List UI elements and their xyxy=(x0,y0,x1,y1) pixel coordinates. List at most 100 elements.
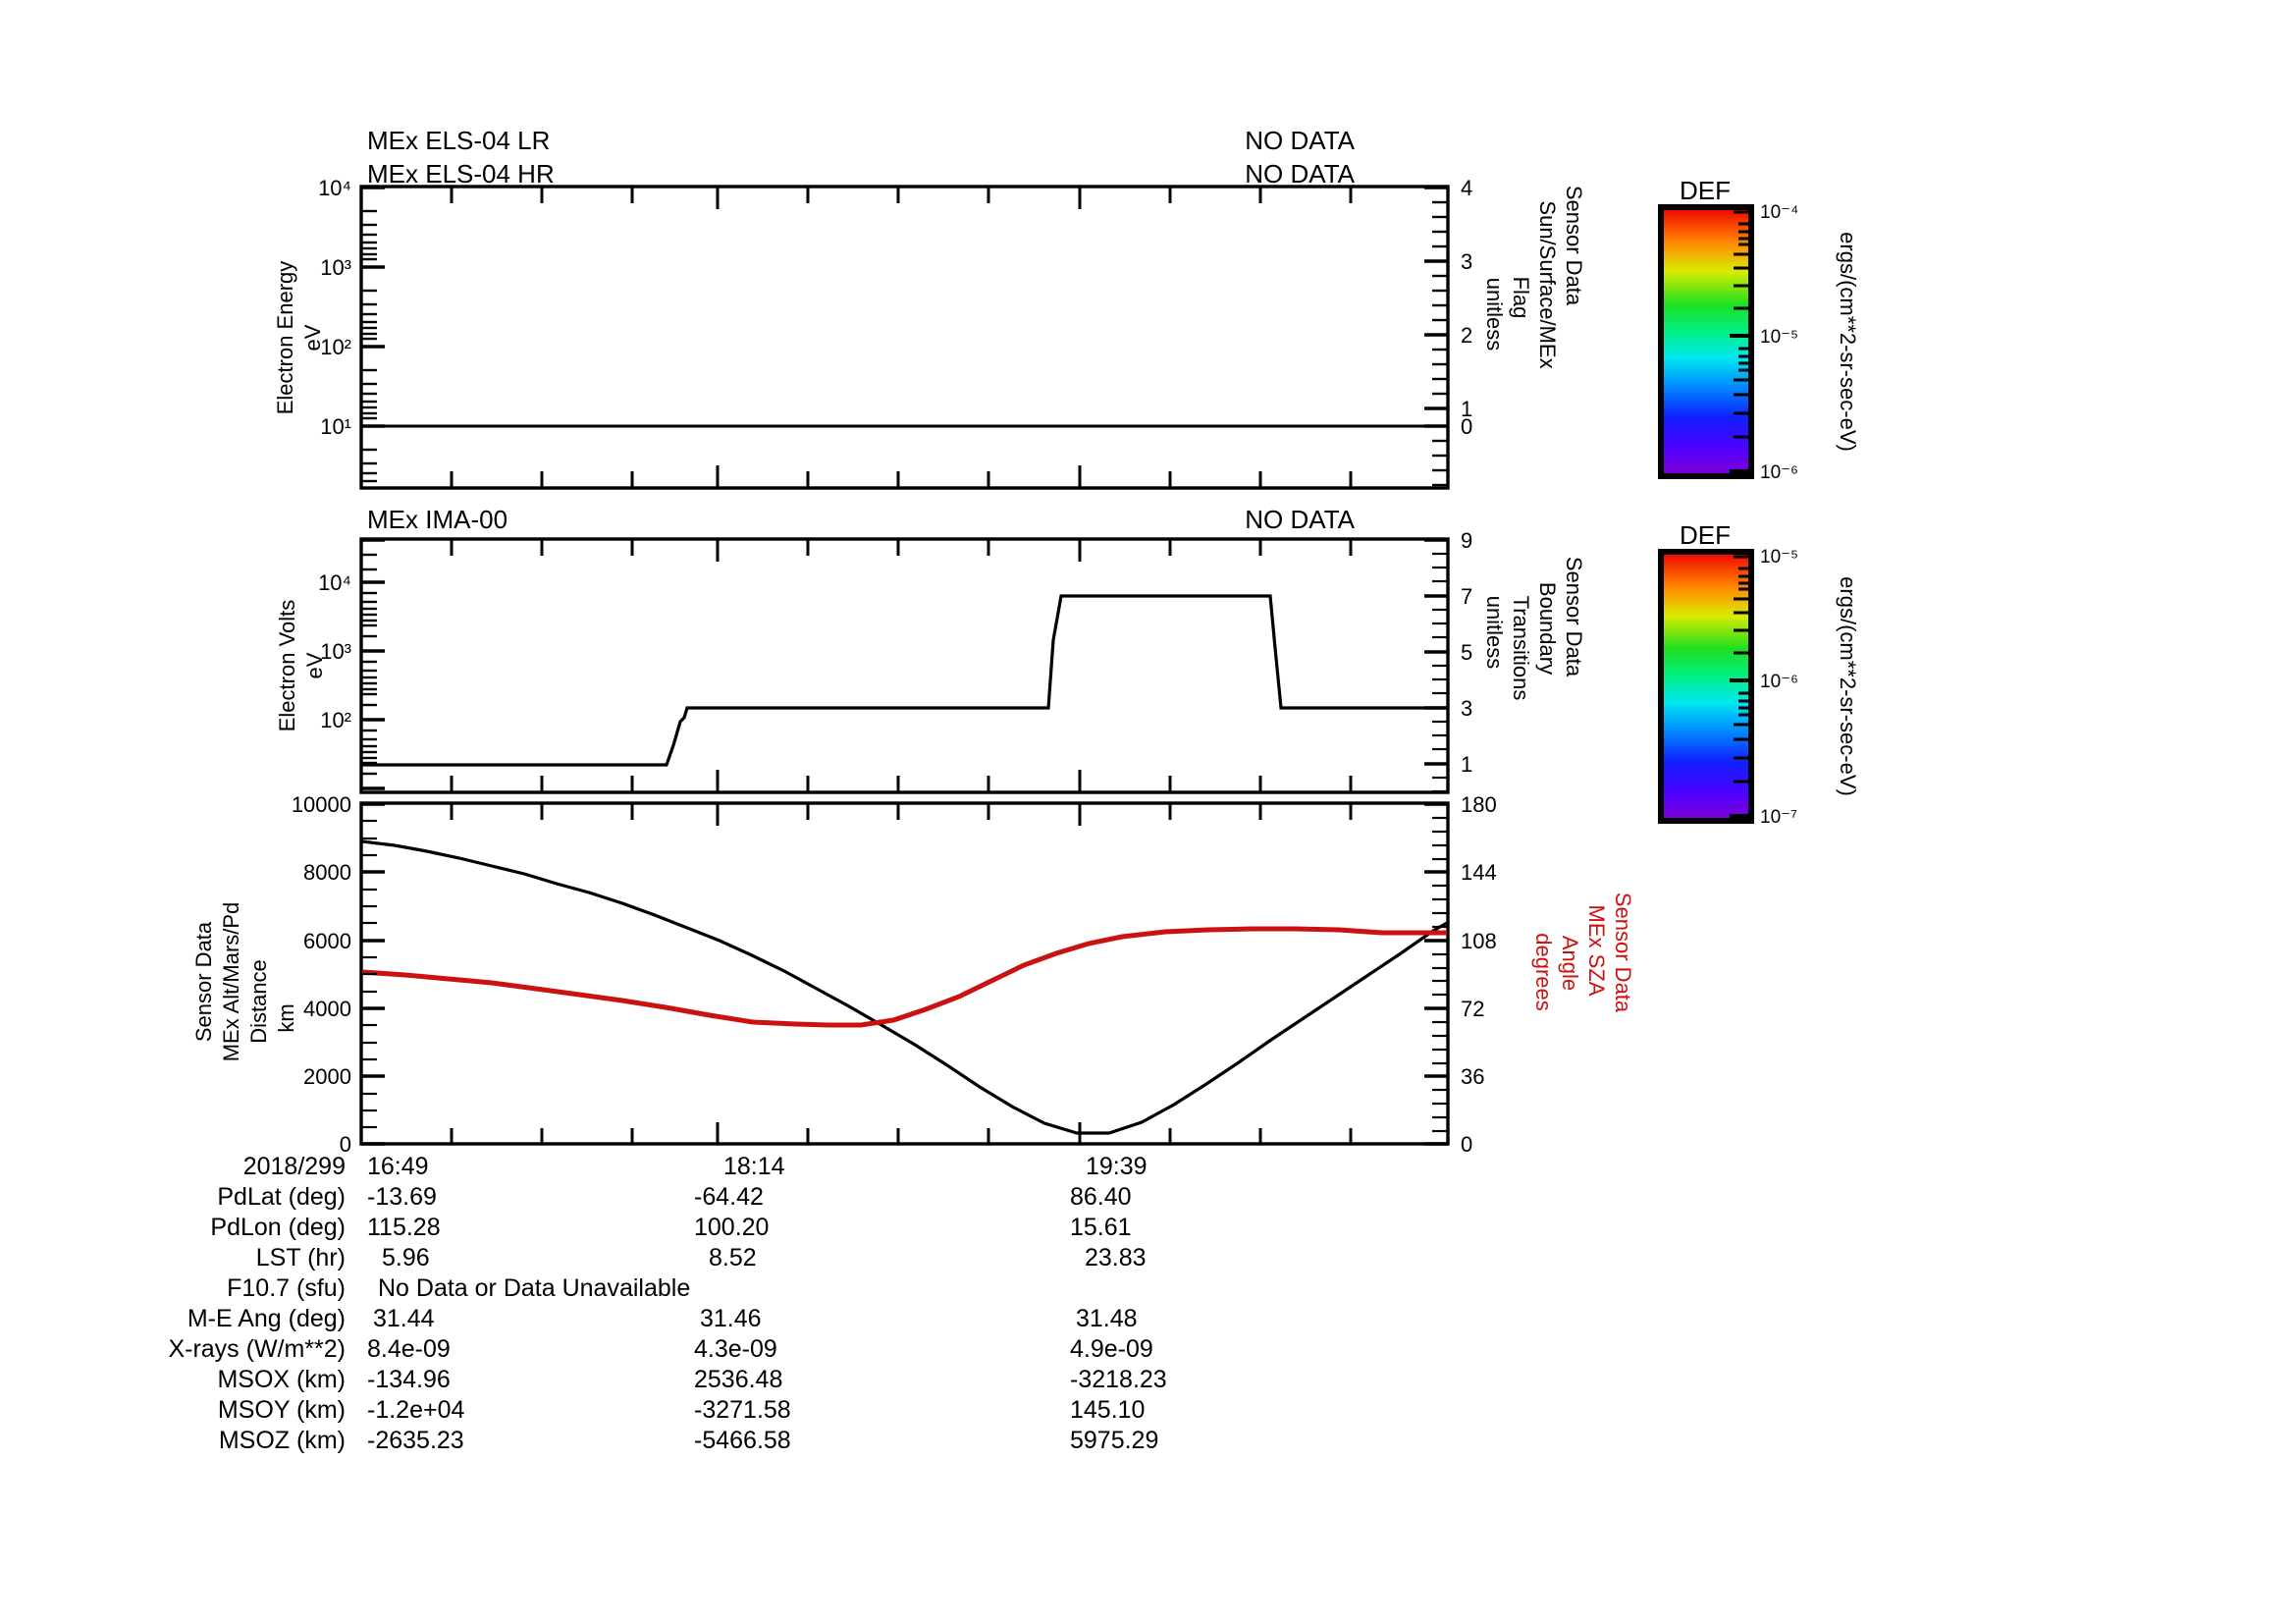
info-cell-col1: 8.4e-09 xyxy=(367,1335,451,1363)
panel-sza-right-axis-title: Sensor Data MEx SZA Angle degrees xyxy=(1531,893,1635,1013)
panel-ima-frame xyxy=(359,537,1450,794)
panel-ima-left-ticks xyxy=(361,538,385,790)
info-cell-col1: -134.96 xyxy=(367,1366,451,1393)
colorbar-ima: DEF 10⁻⁵ 10⁻⁶ 10⁻⁷ ergs/(cm**2-sr-se xyxy=(1658,520,1860,828)
panel-els-right-title-3: unitless xyxy=(1482,278,1507,352)
table-row: PdLon (deg) 115.28 100.20 15.61 xyxy=(210,1214,1131,1241)
colorbar-ima-title: DEF xyxy=(1680,520,1731,550)
info-table: 2018/299 PdLat (deg) -13.69 -64.42 86.40… xyxy=(168,1153,1166,1454)
panel-els-left-ticks xyxy=(361,186,385,483)
xaxis-time-labels: 16:49 18:14 19:39 xyxy=(367,1153,1148,1180)
info-cell-col1: -13.69 xyxy=(367,1183,437,1211)
colorbar-ima-tick-mid: 10⁻⁶ xyxy=(1760,672,1798,692)
panel-alt-left-ticks xyxy=(361,802,385,1146)
colorbar-els-tick-top: 10⁻⁴ xyxy=(1760,202,1798,223)
panel-ima-right-title-0: Sensor Data xyxy=(1562,557,1586,677)
info-cell-col3: -3218.23 xyxy=(1070,1366,1167,1393)
table-row: LST (hr) 5.96 8.52 23.83 xyxy=(256,1244,1147,1271)
panel-ima-right-axis-title: Sensor Data Boundary Transitions unitles… xyxy=(1482,557,1586,701)
panel-alt-left-tick-3: 4000 xyxy=(303,997,351,1021)
info-cell-col2: 8.52 xyxy=(709,1244,757,1271)
colorbar-els-title: DEF xyxy=(1680,176,1731,205)
info-row-label: X-rays (W/m**2) xyxy=(168,1335,346,1363)
info-row-label: PdLon (deg) xyxy=(210,1214,346,1241)
info-row-label: PdLat (deg) xyxy=(217,1183,346,1211)
info-row-label: MSOY (km) xyxy=(218,1396,346,1424)
panel-ima-header-right-0: NO DATA xyxy=(1245,505,1355,534)
colorbar-ima-tick-top: 10⁻⁵ xyxy=(1760,547,1798,568)
panel-els-right-axis-title: Sensor Data Sun/Surface/MEx Flag unitles… xyxy=(1482,186,1586,369)
colorbar-els-ticks xyxy=(1730,210,1748,473)
table-row: X-rays (W/m**2) 8.4e-09 4.3e-09 4.9e-09 xyxy=(168,1335,1152,1363)
info-row-label: 2018/299 xyxy=(243,1153,346,1180)
panel-sza-right-ticks xyxy=(1424,802,1448,1146)
panel-alt-x-ticks xyxy=(450,804,1353,1144)
panel-ima-right-ticks xyxy=(1424,538,1448,793)
panel-els-right-ticks xyxy=(1424,186,1448,487)
panel-ima: MEx IMA-00 NO DATA xyxy=(275,505,1586,794)
colorbar-els-gradient xyxy=(1658,204,1754,479)
info-cell-col2: 4.3e-09 xyxy=(694,1335,777,1363)
panel-alt-left-tick-1: 8000 xyxy=(303,860,351,885)
panel-els-right-tick-4: 0 xyxy=(1461,414,1472,439)
info-row-label: M-E Ang (deg) xyxy=(187,1305,346,1332)
colorbar-ima-ticks xyxy=(1730,555,1748,818)
panel-alt-left-axis-title: Sensor Data MEx Alt/Mars/Pd Distance km xyxy=(191,902,298,1062)
info-cell-col2: -3271.58 xyxy=(694,1396,791,1424)
panel-ima-right-title-3: unitless xyxy=(1482,596,1507,670)
info-cell-col1: 115.28 xyxy=(367,1214,441,1241)
info-row-label: MSOX (km) xyxy=(217,1366,346,1393)
panel-els-right-tick-2: 2 xyxy=(1461,323,1472,348)
info-cell-col3: 86.40 xyxy=(1070,1183,1132,1211)
table-row: MSOX (km) -134.96 2536.48 -3218.23 xyxy=(217,1366,1166,1393)
panel-ima-right-tick-4: 1 xyxy=(1461,752,1472,777)
panel-els-left-tick-0: 10⁴ xyxy=(318,176,351,200)
panel-alt-frame xyxy=(359,801,1450,1146)
panel-ima-right-title-2: Transitions xyxy=(1509,596,1533,701)
panel-ima-left-tick-2: 10² xyxy=(320,708,351,732)
panel-els-right-title-0: Sensor Data xyxy=(1562,186,1586,306)
panel-els-left-axis-title-line1: eV xyxy=(300,324,325,351)
xaxis-tick-label-1: 18:14 xyxy=(723,1153,785,1180)
panel-sza-right-tick-3: 72 xyxy=(1461,997,1484,1021)
info-cell-col2: 100.20 xyxy=(694,1214,769,1241)
panel-els-x-ticks xyxy=(450,188,1353,487)
xaxis-tick-label-0: 16:49 xyxy=(367,1153,429,1180)
table-row: 2018/299 xyxy=(243,1153,346,1180)
panel-alt-left-tick-5: 0 xyxy=(340,1132,351,1157)
panel-alt-left-tick-4: 2000 xyxy=(303,1064,351,1089)
info-cell-col1: -2635.23 xyxy=(367,1427,464,1454)
colorbar-els-tick-mid: 10⁻⁵ xyxy=(1760,327,1798,348)
panel-ima-left-tick-1: 10³ xyxy=(320,639,351,664)
table-row: MSOZ (km) -2635.23 -5466.58 5975.29 xyxy=(219,1427,1159,1454)
panel-alt-sza: 10000 8000 6000 4000 2000 0 Sensor Data … xyxy=(191,792,1635,1157)
panel-sza-right-title-0: Sensor Data xyxy=(1611,893,1635,1013)
panel-sza-right-title-1: MEx SZA xyxy=(1584,905,1609,997)
panel-els-left-axis-title: Electron Energy eV xyxy=(273,261,325,415)
table-row: MSOY (km) -1.2e+04 -3271.58 145.10 xyxy=(218,1396,1146,1424)
info-cell-col3: 5975.29 xyxy=(1070,1427,1158,1454)
panel-ima-left-axis-title: Electron Volts eV xyxy=(275,600,327,732)
panel-alt-left-title-2: Distance xyxy=(246,959,271,1044)
panel-els-header-left-0: MEx ELS-04 LR xyxy=(367,126,550,155)
panel-sza-right-title-3: degrees xyxy=(1531,933,1556,1011)
panel-alt-left-title-3: km xyxy=(274,1003,298,1032)
panel-alt-left-title-0: Sensor Data xyxy=(191,921,216,1042)
panel-sza-right-tick-1: 144 xyxy=(1461,860,1497,885)
panel-alt-distance-curve xyxy=(361,839,1448,1135)
panel-els-frame xyxy=(359,185,1450,490)
panel-sza-right-tick-0: 180 xyxy=(1461,792,1497,817)
info-cell-col2: -5466.58 xyxy=(694,1427,791,1454)
panel-els-left-axis-title-line0: Electron Energy xyxy=(273,261,297,415)
panel-ima-x-ticks xyxy=(450,540,1353,791)
panel-els-header-left-1: MEx ELS-04 HR xyxy=(367,159,555,189)
panel-els: MEx ELS-04 LR MEx ELS-04 HR NO DATA NO D… xyxy=(273,126,1586,490)
panel-alt-left-tick-0: 10000 xyxy=(292,792,351,817)
panel-sza-right-tick-4: 36 xyxy=(1461,1064,1484,1089)
info-cell-col1-span: No Data or Data Unavailable xyxy=(378,1274,690,1302)
panel-ima-right-tick-0: 9 xyxy=(1461,528,1472,553)
info-cell-col2: 2536.48 xyxy=(694,1366,782,1393)
info-cell-col3: 15.61 xyxy=(1070,1214,1132,1241)
panel-els-header-right-1: NO DATA xyxy=(1245,159,1355,189)
